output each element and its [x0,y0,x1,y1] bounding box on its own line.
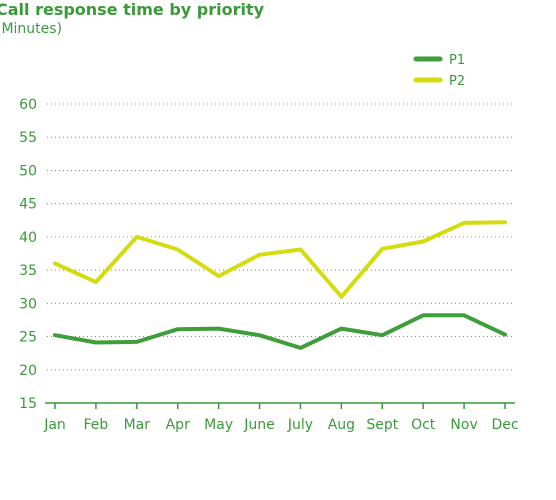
y-tick-label: 45 [19,197,37,213]
x-tick-label: Apr [166,417,190,433]
chart-subtitle: (Minutes) [0,21,63,37]
x-tick-label: Sept [366,417,398,433]
legend-label-p1: P1 [449,53,465,68]
x-tick-label: Mar [124,417,151,433]
y-tick-label: 15 [19,396,37,412]
grid-layer [47,103,515,371]
y-tick-label: 30 [19,296,37,312]
y-tick-label: 25 [19,330,37,346]
y-tick-label: 55 [19,130,37,146]
x-tick-label: Dec [491,417,518,433]
x-tick-label: Feb [84,417,109,433]
series-line-p1 [53,313,507,350]
x-tick-label: June [243,417,275,433]
legend-label-p2: P2 [449,74,465,89]
series-layer [53,220,507,350]
series-line-p2 [53,220,507,299]
y-tick-label: 35 [19,263,37,279]
x-tick-label: Jan [43,417,66,433]
x-tick-label: July [287,417,313,433]
axis-layer: 15 20 25 30 35 40 45 50 55 60 Jan Feb Mar Apr May June J… [19,97,518,433]
chart-title: Call response time by priority [0,0,265,19]
x-tick-label: Nov [450,417,477,433]
x-tick-label: Aug [328,417,355,433]
y-tick-label: 60 [19,97,37,113]
y-tick-label: 20 [19,363,37,379]
x-tick-label: Oct [411,417,436,433]
y-tick-label: 40 [19,230,37,246]
x-tick-label: May [204,417,233,433]
y-tick-label: 50 [19,163,37,179]
